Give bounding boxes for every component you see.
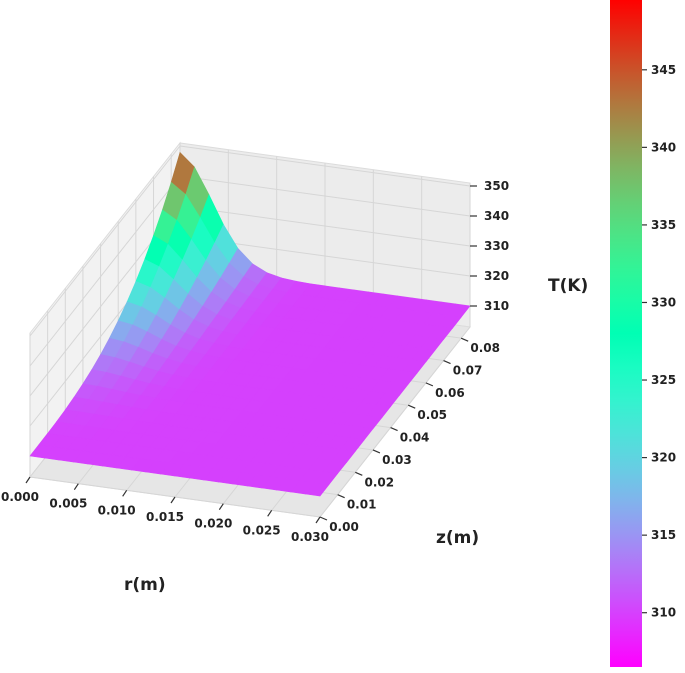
colorbar-tick-label: 330	[651, 295, 676, 309]
surface-cell	[304, 482, 330, 497]
z-tick-label: 0.08	[470, 341, 500, 355]
z-tick-label: 0.04	[400, 431, 430, 445]
r-tick-label: 0.015	[146, 510, 184, 524]
t-tick-label: 310	[484, 299, 509, 313]
colorbar-tick-label: 320	[651, 451, 676, 465]
t-axis-label: T(K)	[548, 276, 588, 296]
r-tick-label: 0.010	[98, 503, 136, 517]
t-tick-label: 330	[484, 239, 509, 253]
z-tick-label: 0.01	[347, 498, 377, 512]
colorbar-tick-label: 345	[651, 63, 676, 77]
z-tick-label: 0.05	[417, 408, 447, 422]
r-tick-label: 0.005	[49, 497, 87, 511]
z-tick-label: 0.07	[453, 364, 483, 378]
z-tick-label: 0.02	[364, 475, 394, 489]
colorbar-tick-label: 325	[651, 373, 676, 387]
colorbar-gradient	[610, 0, 642, 667]
t-tick-label: 320	[484, 269, 509, 283]
z-tick-label: 0.03	[382, 453, 412, 467]
z-axis-label: z(m)	[436, 528, 479, 548]
r-tick-label: 0.000	[1, 490, 39, 504]
colorbar-tick-label: 340	[651, 140, 676, 154]
t-tick-label: 340	[484, 209, 509, 223]
z-tick-label: 0.06	[435, 386, 465, 400]
colorbar-tick-label: 335	[651, 218, 676, 232]
colorbar-tick-label: 315	[651, 528, 676, 542]
r-tick-label: 0.025	[243, 523, 281, 537]
z-tick-label: 0.00	[329, 520, 359, 534]
colorbar-ticks: 345 340 335 330 325 320 315 310	[642, 63, 676, 620]
r-tick-label: 0.020	[194, 517, 232, 531]
t-tick-label: 350	[484, 179, 509, 193]
colorbar-tick-label: 310	[651, 606, 676, 620]
r-tick-label: 0.030	[291, 530, 329, 544]
temperature-surface	[29, 151, 471, 497]
r-axis-label: r(m)	[124, 575, 166, 595]
